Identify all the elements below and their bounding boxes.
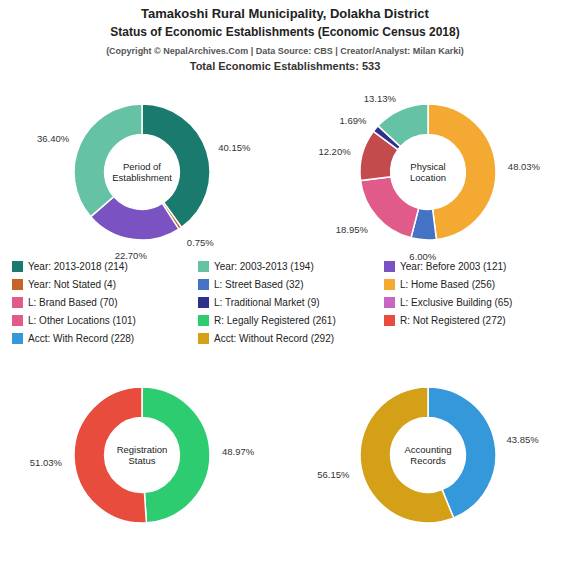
data-label: 51.03%	[30, 457, 63, 468]
pie-center-label-line: Status	[129, 455, 156, 466]
data-label: 12.20%	[318, 146, 351, 157]
pie-center-label: PhysicalLocation	[410, 161, 446, 183]
legend-swatch	[12, 279, 23, 290]
data-label: 0.75%	[187, 237, 214, 248]
legend-swatch	[384, 315, 395, 326]
donut-chart: RegistrationStatus 48.97% 51.03%	[30, 387, 255, 523]
legend-item: L: Exclusive Building (65)	[384, 297, 512, 308]
legend-label: R: Not Registered (272)	[400, 315, 506, 326]
legend-swatch	[198, 297, 209, 308]
data-label: 18.95%	[336, 224, 369, 235]
data-label: 36.40%	[37, 133, 70, 144]
chart-container: Tamakoshi Rural Municipality, Dolakha Di…	[0, 0, 570, 570]
pie-center-label-line: Accounting	[404, 444, 451, 455]
title: Status of Economic Establishments (Econo…	[110, 25, 459, 39]
data-label: 40.15%	[218, 142, 251, 153]
legend-label: L: Street Based (32)	[214, 279, 304, 290]
legend-label: Acct: Without Record (292)	[214, 333, 334, 344]
legend-swatch	[12, 315, 23, 326]
pie-center-label-line: Period of	[123, 161, 161, 172]
data-label: 13.13%	[364, 93, 397, 104]
pie-center-label: AccountingRecords	[404, 444, 451, 466]
pie-center-label: RegistrationStatus	[117, 444, 168, 466]
legend-swatch	[384, 279, 395, 290]
annotation: Total Economic Establishments: 533	[190, 60, 381, 72]
legend-item: Year: Not Stated (4)	[12, 279, 116, 290]
legend-item: Year: 2003-2013 (194)	[198, 261, 314, 272]
legend-swatch	[12, 333, 23, 344]
legend-swatch	[12, 261, 23, 272]
legend-item: L: Home Based (256)	[384, 279, 495, 290]
data-label: 1.69%	[340, 115, 367, 126]
pie-center-label-line: Records	[410, 455, 446, 466]
data-label: 22.70%	[115, 250, 148, 261]
pie-center-label-line: Physical	[410, 161, 445, 172]
legend-item: L: Traditional Market (9)	[198, 297, 320, 308]
legend-item: Year: Before 2003 (121)	[384, 261, 506, 272]
legend-item: Acct: Without Record (292)	[198, 333, 334, 344]
legend-swatch	[198, 315, 209, 326]
legend-swatch	[198, 333, 209, 344]
legend: Year: 2013-2018 (214) Year: 2003-2013 (19…	[12, 261, 512, 344]
legend-swatch	[384, 261, 395, 272]
legend-label: L: Brand Based (70)	[28, 297, 118, 308]
data-label: 48.97%	[222, 446, 255, 457]
donut-chart: AccountingRecords 43.85% 56.15%	[317, 387, 539, 523]
pie-slice	[361, 177, 419, 238]
legend-item: Acct: With Record (228)	[12, 333, 134, 344]
data-label: 48.03%	[508, 161, 541, 172]
pie-slice	[360, 387, 454, 523]
legend-swatch	[198, 279, 209, 290]
pie-center-label-line: Registration	[117, 444, 168, 455]
legend-label: Year: Not Stated (4)	[28, 279, 116, 290]
data-label: 56.15%	[317, 469, 350, 480]
pie-center-label: Period ofEstablishment	[112, 161, 172, 183]
subtitle: (Copyright © NepalArchives.Com | Data So…	[106, 46, 464, 56]
legend-label: L: Exclusive Building (65)	[400, 297, 512, 308]
legend-label: Year: 2003-2013 (194)	[214, 261, 314, 272]
legend-item: L: Other Locations (101)	[12, 315, 136, 326]
legend-item: Year: 2013-2018 (214)	[12, 261, 128, 272]
donut-chart: PhysicalLocation48.03%6.00%18.95%12.20%1…	[318, 93, 540, 262]
legend-label: L: Other Locations (101)	[28, 315, 136, 326]
legend-label: Year: Before 2003 (121)	[400, 261, 506, 272]
legend-swatch	[12, 297, 23, 308]
pie-center-label-line: Establishment	[112, 172, 172, 183]
data-label: 43.85%	[507, 434, 540, 445]
legend-label: Year: 2013-2018 (214)	[28, 261, 128, 272]
legend-item: L: Brand Based (70)	[12, 297, 118, 308]
legend-label: L: Traditional Market (9)	[214, 297, 320, 308]
donut-chart: Period ofEstablishment 40.15% 0.75% 22.70% 3…	[37, 104, 251, 261]
legend-swatch	[198, 261, 209, 272]
title: Tamakoshi Rural Municipality, Dolakha Di…	[141, 6, 429, 21]
chart-svg: Tamakoshi Rural Municipality, Dolakha Di…	[0, 0, 570, 570]
legend-swatch	[384, 297, 395, 308]
legend-label: Acct: With Record (228)	[28, 333, 134, 344]
pie-slice	[378, 104, 428, 147]
pie-center-label-line: Location	[410, 172, 446, 183]
legend-label: R: Legally Registered (261)	[214, 315, 336, 326]
legend-item: R: Legally Registered (261)	[198, 315, 336, 326]
legend-item: L: Street Based (32)	[198, 279, 304, 290]
legend-item: R: Not Registered (272)	[384, 315, 506, 326]
legend-label: L: Home Based (256)	[400, 279, 495, 290]
